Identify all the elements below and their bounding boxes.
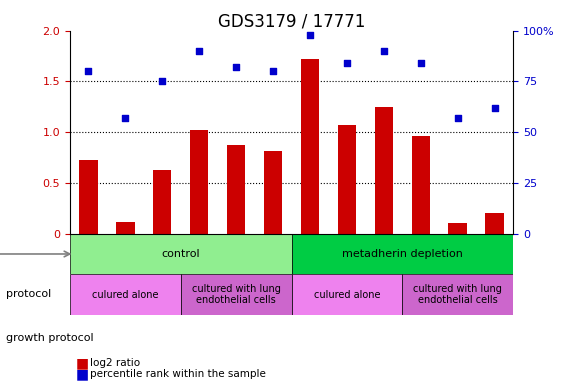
Point xyxy=(379,48,388,54)
Point xyxy=(490,105,499,111)
Bar xyxy=(301,59,319,234)
Point xyxy=(268,68,278,74)
Bar xyxy=(116,222,135,234)
Point xyxy=(84,68,93,74)
Bar xyxy=(412,136,430,234)
Text: log2 ratio: log2 ratio xyxy=(90,358,141,368)
Bar xyxy=(190,130,209,234)
FancyBboxPatch shape xyxy=(292,274,402,315)
FancyBboxPatch shape xyxy=(402,274,513,315)
Text: metadherin depletion: metadherin depletion xyxy=(342,249,463,259)
Text: cultured with lung
endothelial cells: cultured with lung endothelial cells xyxy=(192,284,280,305)
Text: cultured with lung
endothelial cells: cultured with lung endothelial cells xyxy=(413,284,502,305)
Text: control: control xyxy=(161,249,200,259)
FancyBboxPatch shape xyxy=(70,234,292,274)
Bar xyxy=(264,151,282,234)
Title: GDS3179 / 17771: GDS3179 / 17771 xyxy=(218,13,365,31)
Text: ■: ■ xyxy=(76,367,89,381)
Text: percentile rank within the sample: percentile rank within the sample xyxy=(90,369,266,379)
Point xyxy=(305,32,315,38)
Point xyxy=(416,60,426,66)
FancyBboxPatch shape xyxy=(181,274,292,315)
Bar xyxy=(153,170,171,234)
Point xyxy=(453,115,462,121)
Point xyxy=(231,64,241,70)
Bar xyxy=(374,107,393,234)
Text: ■: ■ xyxy=(76,356,89,370)
FancyBboxPatch shape xyxy=(70,274,181,315)
Text: culured alone: culured alone xyxy=(92,290,159,300)
Bar xyxy=(485,214,504,234)
Text: growth protocol: growth protocol xyxy=(6,333,93,343)
Point xyxy=(195,48,204,54)
FancyBboxPatch shape xyxy=(292,234,513,274)
Bar xyxy=(227,146,245,234)
Text: culured alone: culured alone xyxy=(314,290,380,300)
Point xyxy=(121,115,130,121)
Bar xyxy=(79,160,97,234)
Point xyxy=(157,78,167,84)
Text: protocol: protocol xyxy=(6,289,51,299)
Bar xyxy=(448,222,467,234)
Point xyxy=(342,60,352,66)
Bar xyxy=(338,125,356,234)
